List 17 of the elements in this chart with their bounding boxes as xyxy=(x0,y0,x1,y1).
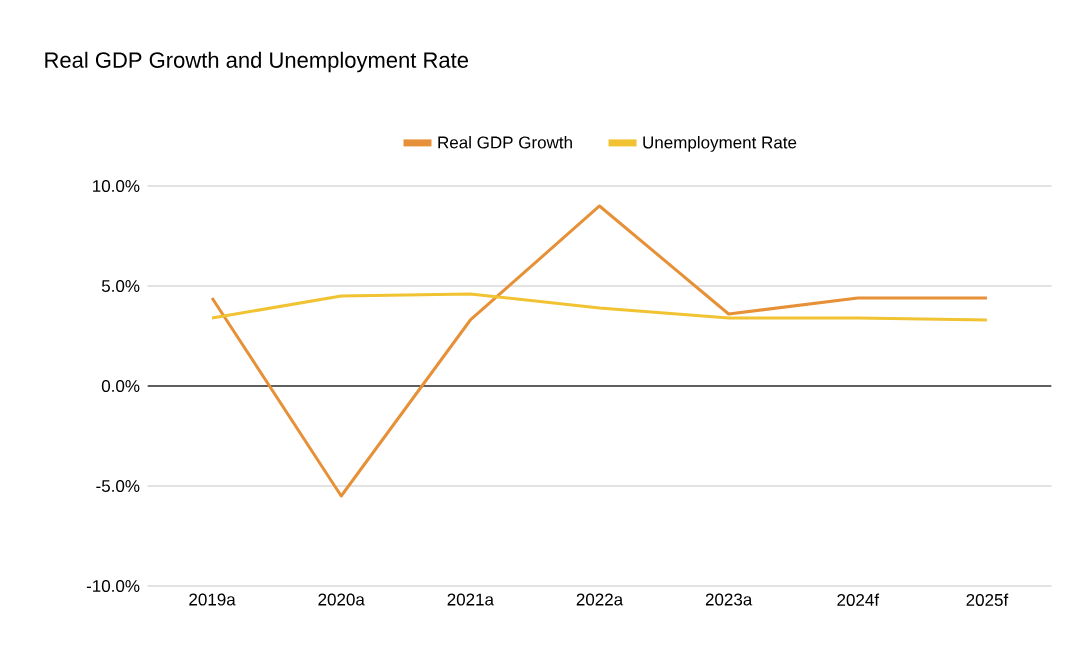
y-tick-label: -10.0% xyxy=(86,579,140,593)
x-tick-label: 2025f xyxy=(966,593,1009,606)
y-tick-label: 5.0% xyxy=(101,279,140,293)
x-tick-label: 2023a xyxy=(705,593,753,606)
x-tick-label: 2020a xyxy=(318,593,365,606)
y-tick-label: -5.0% xyxy=(96,479,140,493)
y-tick-label: 10.0% xyxy=(93,179,140,193)
line-series xyxy=(210,204,989,498)
legend-label: Unemployment Rate xyxy=(643,136,797,152)
x-tick-label: 2022a xyxy=(576,593,624,606)
chart-title: Real GDP Growth and Unemployment Rate xyxy=(45,51,469,73)
x-tick-label: 2024f xyxy=(837,593,880,606)
line-series xyxy=(210,292,989,322)
legend-label: Real GDP Growth xyxy=(438,136,572,149)
x-tick-label: 2019a xyxy=(189,593,236,606)
y-tick-label: 0.0% xyxy=(101,379,140,393)
x-tick-label: 2021a xyxy=(447,593,494,606)
